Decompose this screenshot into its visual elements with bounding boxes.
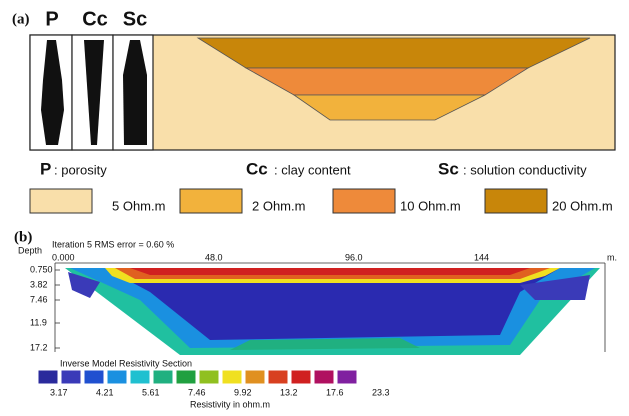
caption-symbol: Sc [438, 159, 459, 178]
legend: 5 Ohm.m 2 Ohm.m 10 Ohm.m 20 Ohm.m [29, 188, 613, 214]
scale-label: 9.92 [234, 387, 252, 397]
caption-text: : solution conductivity [463, 162, 587, 177]
section-title: Inverse Model Resistivity Section [60, 358, 192, 368]
legend-label: 5 Ohm.m [112, 198, 165, 213]
depth-label: Depth [18, 245, 42, 255]
depth-tick: 7.46 [30, 294, 48, 304]
x-unit: m. [607, 252, 617, 262]
scale-title: Resistivity in ohm.m [190, 399, 270, 409]
x-tick-label: 96.0 [345, 252, 363, 262]
x-tick-label: 0.000 [52, 252, 75, 262]
panel-label: (b) [14, 229, 32, 245]
scale-label: 3.17 [50, 387, 68, 397]
x-tick-label: 48.0 [205, 252, 223, 262]
caption-symbol: Cc [246, 159, 268, 178]
legend-label: 20 Ohm.m [552, 198, 613, 213]
iteration-text: Iteration 5 RMS error = 0.60 % [52, 239, 174, 249]
column-header: P [45, 8, 58, 30]
legend-label: 10 Ohm.m [400, 198, 461, 213]
model-box [29, 34, 616, 151]
caption-text: : porosity [54, 162, 107, 177]
depth-tick: 11.9 [30, 317, 47, 327]
scale-label: 4.21 [96, 387, 114, 397]
caption-text: : clay content [274, 162, 351, 177]
depth-tick: 3.82 [30, 279, 48, 289]
axes [54, 262, 606, 352]
scale-label: 5.61 [142, 387, 160, 397]
color-scale [37, 369, 358, 385]
caption-symbol: P [40, 159, 51, 178]
depth-tick: 0.750 [30, 264, 53, 274]
column-header: Cc [82, 8, 108, 30]
column-header: Sc [123, 8, 147, 30]
resistivity-section [65, 268, 600, 355]
scale-label: 13.2 [280, 387, 298, 397]
panel-label: (a) [12, 11, 30, 27]
scale-label: 23.3 [372, 387, 390, 397]
legend-label: 2 Ohm.m [252, 198, 305, 213]
scale-label: 7.46 [188, 387, 206, 397]
depth-tick: 17.2 [30, 342, 48, 352]
x-tick-label: 144 [474, 252, 489, 262]
scale-label: 17.6 [326, 387, 344, 397]
